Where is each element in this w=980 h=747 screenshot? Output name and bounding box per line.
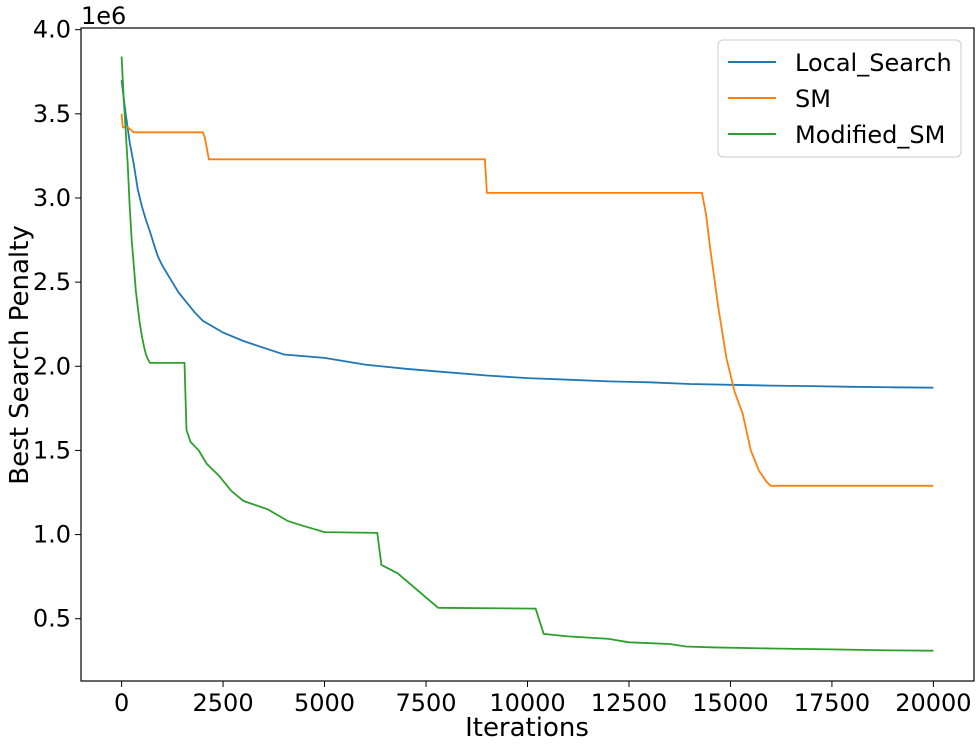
plot-lines bbox=[120, 56, 934, 652]
x-tick-label: 5000 bbox=[294, 689, 355, 717]
y-tick-label: 4.0 bbox=[33, 16, 71, 44]
legend: Local_Search SM Modified_SM bbox=[717, 39, 962, 158]
x-tick-label: 10000 bbox=[489, 689, 565, 717]
y-tick-label: 1.0 bbox=[33, 521, 71, 549]
y-tick-label: 3.0 bbox=[33, 184, 71, 212]
series-line-local-search bbox=[120, 80, 934, 389]
x-tick-label: 17500 bbox=[794, 689, 870, 717]
legend-label-modified-sm: Modified_SM bbox=[795, 121, 945, 149]
x-tick-label: 15000 bbox=[692, 689, 768, 717]
legend-label-local-search: Local_Search bbox=[795, 49, 952, 77]
x-axis: 0 2500 5000 7500 10000 12500 15000 17500 20000 bbox=[114, 681, 972, 717]
legend-label-sm: SM bbox=[795, 85, 831, 113]
y-axis: 0.5 1.0 1.5 2.0 2.5 3.0 3.5 4.0 bbox=[33, 16, 81, 633]
y-tick-label: 1.5 bbox=[33, 436, 71, 464]
x-tick-label: 2500 bbox=[193, 689, 254, 717]
y-tick-label: 2.5 bbox=[33, 268, 71, 296]
x-tick-label: 12500 bbox=[591, 689, 667, 717]
legend-box bbox=[717, 39, 962, 158]
x-tick-label: 20000 bbox=[895, 689, 971, 717]
x-tick-label: 7500 bbox=[395, 689, 456, 717]
y-tick-label: 2.0 bbox=[33, 352, 71, 380]
y-axis-label: Best Search Penalty bbox=[5, 225, 35, 484]
series-line-sm bbox=[120, 113, 934, 487]
series-line-modified-sm bbox=[120, 56, 934, 652]
y-offset-label: 1e6 bbox=[81, 2, 126, 30]
y-tick-label: 0.5 bbox=[33, 605, 71, 633]
x-tick-label: 0 bbox=[114, 689, 129, 717]
y-tick-label: 3.5 bbox=[33, 100, 71, 128]
x-axis-label: Iterations bbox=[465, 713, 589, 743]
